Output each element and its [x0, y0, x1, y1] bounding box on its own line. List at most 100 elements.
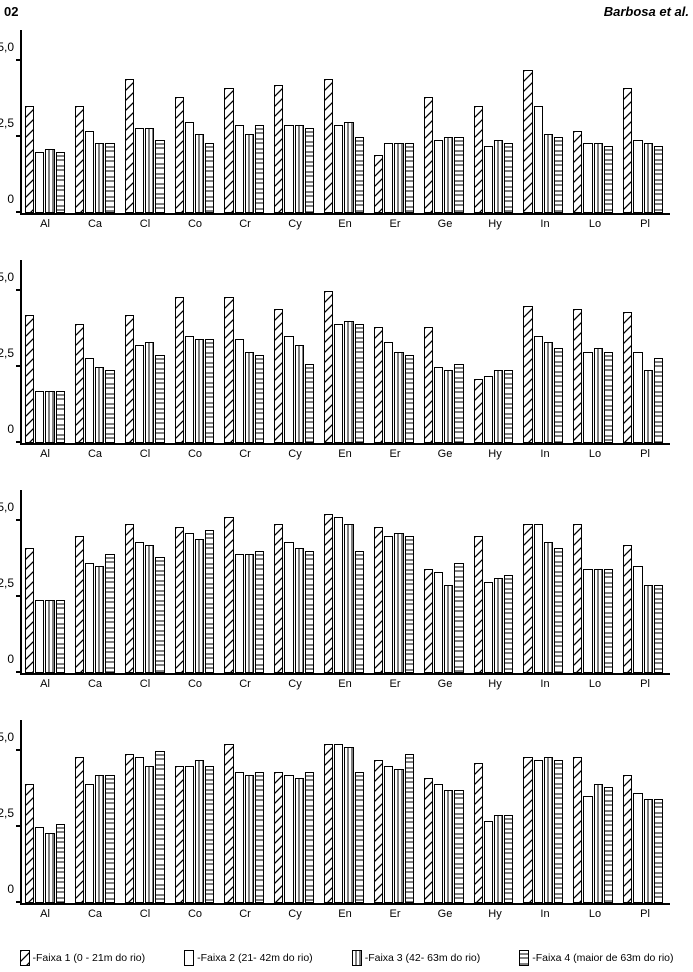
bar-groups: [22, 490, 670, 673]
bar: [534, 106, 543, 213]
x-label: Cr: [220, 448, 270, 460]
bars: [175, 490, 215, 673]
bar: [85, 358, 94, 443]
bar: [235, 125, 244, 213]
bar: [573, 309, 582, 443]
legend-item: -Faixa 2 (21- 42m do rio): [184, 950, 313, 966]
bars: [573, 30, 613, 213]
bars: [623, 720, 663, 903]
bar-group: [72, 30, 122, 213]
x-labels: AlCaClCoCrCyEnErGeHyInLoPl: [20, 908, 670, 920]
x-label: Ge: [420, 678, 470, 690]
x-label: Al: [20, 678, 70, 690]
bar: [633, 352, 642, 444]
bar: [295, 778, 304, 903]
bar: [544, 342, 553, 443]
bars: [424, 490, 464, 673]
bar: [284, 336, 293, 443]
panels-container: 02,55,0AlCaClCoCrCyEnErGeHyInLoPl02,55,0…: [20, 30, 680, 950]
bar-group: [371, 260, 421, 443]
bar: [105, 554, 114, 673]
bar: [245, 554, 254, 673]
bar-group: [271, 490, 321, 673]
bars: [75, 30, 115, 213]
bars: [474, 720, 514, 903]
bars: [424, 720, 464, 903]
bar: [573, 757, 582, 903]
bar: [344, 747, 353, 903]
y-tick-label: 5,0: [0, 40, 14, 54]
bar-group: [371, 720, 421, 903]
bar: [355, 324, 364, 443]
plot-area: 02,55,0: [20, 490, 670, 675]
x-label: Er: [370, 448, 420, 460]
bars: [224, 490, 264, 673]
bar: [245, 775, 254, 903]
bar: [434, 784, 443, 903]
x-label: Hy: [470, 218, 520, 230]
bar: [245, 352, 254, 444]
bar-group: [72, 260, 122, 443]
bar: [604, 352, 613, 444]
bar: [255, 551, 264, 673]
x-label: Cr: [220, 218, 270, 230]
bar: [454, 790, 463, 903]
x-labels: AlCaClCoCrCyEnErGeHyInLoPl: [20, 448, 670, 460]
bar: [195, 539, 204, 673]
x-label: Pl: [620, 678, 670, 690]
bar-group: [22, 490, 72, 673]
bar: [324, 744, 333, 903]
bar: [504, 370, 513, 443]
bar-group: [471, 260, 521, 443]
bar-group: [22, 720, 72, 903]
x-label: Cl: [120, 218, 170, 230]
y-tick-label: 5,0: [0, 500, 14, 514]
bar: [644, 143, 653, 213]
bar: [155, 355, 164, 443]
bar-group: [371, 490, 421, 673]
bar: [434, 367, 443, 443]
bar: [604, 146, 613, 213]
bar: [255, 355, 264, 443]
bar-group: [321, 720, 371, 903]
bar: [135, 128, 144, 213]
bar: [623, 775, 632, 903]
bar: [135, 757, 144, 903]
bar: [454, 364, 463, 443]
bar: [224, 88, 233, 213]
legend-label: -Faixa 2 (21- 42m do rio): [197, 952, 313, 964]
bar: [105, 775, 114, 903]
x-label: Co: [170, 678, 220, 690]
bar-group: [271, 260, 321, 443]
bar: [355, 772, 364, 903]
x-label: Al: [20, 448, 70, 460]
bar: [344, 321, 353, 443]
bar: [284, 125, 293, 213]
bar: [424, 97, 433, 213]
chart-panel: 02,55,0AlCaClCoCrCyEnErGeHyInLoPl: [20, 260, 680, 460]
bar: [355, 137, 364, 213]
bar-group: [321, 490, 371, 673]
bars: [474, 260, 514, 443]
bars: [25, 490, 65, 673]
bar: [384, 342, 393, 443]
bar-group: [172, 490, 222, 673]
bar: [224, 744, 233, 903]
legend-item: -Faixa 1 (0 - 21m do rio): [20, 950, 146, 966]
bar: [544, 134, 553, 213]
bar: [594, 784, 603, 903]
bar: [205, 143, 214, 213]
legend-item: -Faixa 3 (42- 63m do rio): [352, 950, 481, 966]
bar: [274, 524, 283, 673]
x-label: In: [520, 218, 570, 230]
bar: [444, 137, 453, 213]
bar: [334, 744, 343, 903]
bar: [205, 339, 214, 443]
bar-group: [321, 30, 371, 213]
bar: [494, 370, 503, 443]
bar: [334, 125, 343, 213]
bar: [125, 79, 134, 213]
bar: [623, 88, 632, 213]
x-label: Hy: [470, 908, 520, 920]
x-label: En: [320, 908, 370, 920]
